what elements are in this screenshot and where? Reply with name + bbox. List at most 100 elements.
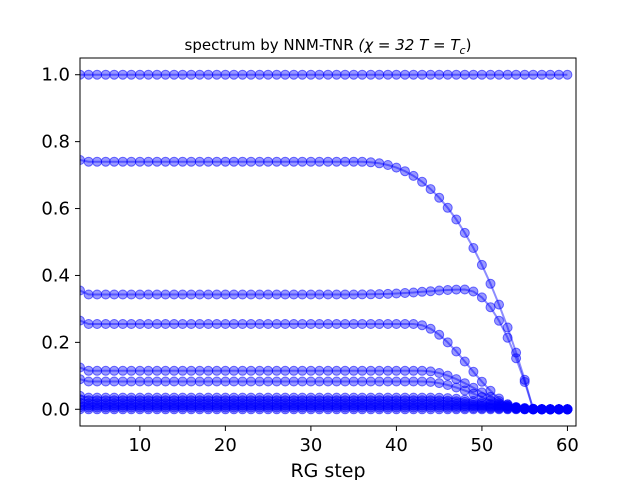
data-point (391, 162, 402, 173)
data-point (117, 404, 128, 415)
data-point (83, 404, 94, 415)
data-point (160, 404, 171, 415)
data-point (271, 376, 282, 387)
data-point (511, 404, 522, 415)
data-point (186, 156, 197, 167)
data-point (160, 376, 171, 387)
data-point (169, 319, 180, 329)
data-point (288, 376, 299, 387)
data-point (297, 319, 308, 329)
data-point (211, 289, 222, 300)
data-point (502, 69, 513, 80)
data-point (382, 365, 393, 376)
data-point (203, 69, 214, 80)
chart-title-text: spectrum by NNM-TNR (185, 36, 359, 54)
data-point (314, 289, 325, 300)
data-point (211, 376, 222, 387)
data-point (391, 319, 402, 329)
data-point (400, 404, 410, 415)
data-point (425, 366, 436, 377)
data-point (365, 289, 376, 300)
data-point (237, 156, 248, 167)
data-point (442, 337, 453, 348)
data-point (374, 365, 385, 376)
data-point (246, 365, 256, 376)
data-point (417, 286, 428, 297)
data-point (126, 69, 137, 80)
data-point (297, 376, 308, 387)
data-point (58, 157, 67, 166)
data-point (323, 365, 333, 376)
data-point (126, 156, 137, 167)
data-point (152, 376, 162, 387)
data-point (382, 69, 393, 80)
data-point (143, 156, 154, 167)
data-point (314, 376, 325, 387)
data-point (100, 69, 111, 80)
data-point (92, 289, 103, 300)
data-point (177, 319, 188, 329)
data-point (348, 365, 359, 376)
data-point (400, 288, 410, 298)
data-point (494, 69, 504, 80)
data-point (152, 365, 162, 376)
data-point (348, 376, 359, 387)
data-point (280, 69, 291, 80)
data-point (442, 202, 453, 213)
data-point (553, 69, 564, 80)
data-point (67, 152, 76, 161)
data-point (305, 319, 316, 329)
data-point (169, 69, 180, 80)
data-point (246, 319, 256, 329)
data-point (417, 365, 428, 376)
data-point (314, 319, 325, 329)
data-point (340, 404, 351, 415)
data-point (109, 319, 120, 329)
data-point (220, 376, 231, 387)
data-point (177, 365, 188, 376)
data-point (391, 69, 402, 80)
data-point (92, 376, 103, 387)
data-point (485, 278, 496, 289)
series-s12 (80, 404, 573, 415)
data-point (348, 69, 359, 80)
data-point (494, 299, 504, 310)
data-point (434, 378, 445, 389)
data-point (237, 289, 248, 300)
data-point (305, 289, 316, 300)
data-point (228, 69, 239, 80)
data-point (203, 376, 214, 387)
data-point (228, 365, 239, 376)
data-point (58, 321, 67, 330)
data-point (391, 365, 402, 376)
data-point (228, 404, 239, 415)
data-point (434, 329, 445, 340)
y-tick-label: 1.0 (41, 65, 70, 86)
series-s6 (80, 374, 573, 415)
data-point (305, 156, 316, 167)
chart-title-math: (χ = 32 T = T (358, 36, 461, 54)
data-point (391, 288, 402, 299)
data-point (203, 404, 214, 415)
data-point (109, 289, 120, 300)
data-point (83, 376, 94, 387)
data-point (357, 365, 368, 376)
data-point (476, 292, 487, 303)
data-point (254, 404, 265, 415)
data-point (117, 365, 128, 376)
data-point (109, 69, 120, 80)
data-point (323, 289, 333, 300)
data-point (211, 156, 222, 167)
data-point (83, 365, 94, 376)
data-point (288, 289, 299, 300)
data-point (434, 192, 445, 203)
data-point (126, 289, 137, 300)
data-point (305, 69, 316, 80)
data-point (417, 376, 428, 387)
data-point (254, 365, 265, 376)
data-point (545, 69, 556, 80)
data-point (425, 69, 436, 80)
data-point (442, 380, 453, 390)
data-point (365, 157, 376, 168)
data-point (246, 376, 256, 387)
